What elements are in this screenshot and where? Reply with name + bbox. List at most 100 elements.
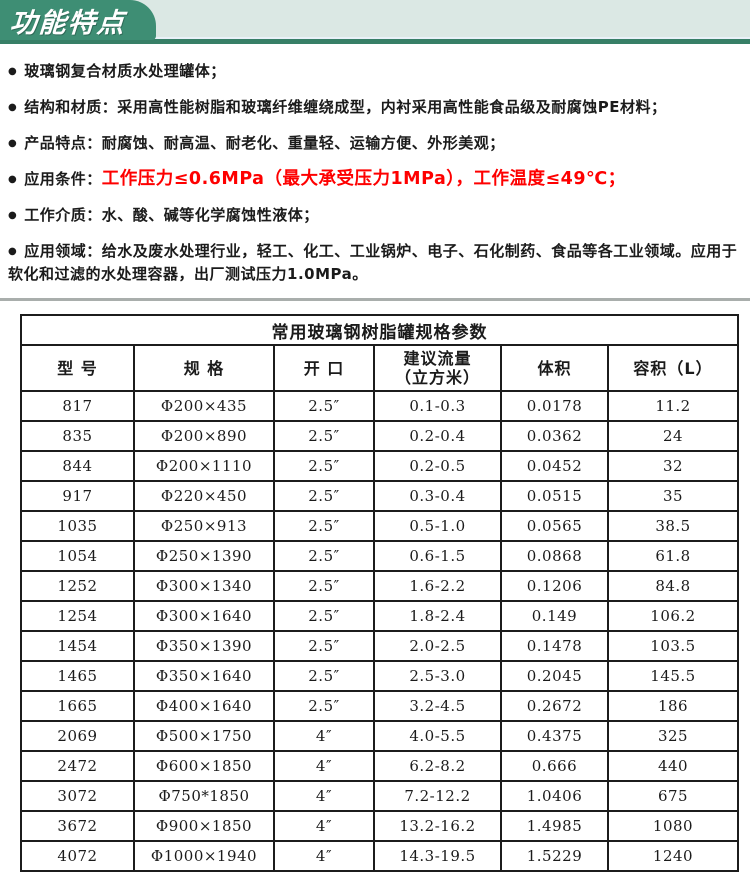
table-title: 常用玻璃钢树脂罐规格参数 bbox=[19, 314, 740, 346]
cell: 0.2-0.4 bbox=[373, 420, 502, 452]
feature-text: 产品特点：耐腐蚀、耐高温、耐老化、重量轻、运输方便、外形美观； bbox=[24, 134, 505, 152]
cell: 0.1-0.3 bbox=[373, 390, 502, 422]
highlight-text: 工作压力≤0.6MPa（最大承受压力1MPa），工作温度≤49℃； bbox=[101, 169, 626, 189]
cell: 24 bbox=[606, 420, 740, 452]
cell: 0.1478 bbox=[500, 630, 609, 662]
cell: 35 bbox=[606, 480, 740, 512]
cell: 14.3-19.5 bbox=[373, 840, 502, 872]
feature-text: 应用领域：给水及废水处理行业，轻工、化工、工业锅炉、电子、石化制药、食品等各工业… bbox=[8, 242, 738, 283]
cell: 4″ bbox=[273, 780, 375, 812]
feature-item: ● 工作介质：水、酸、碱等化学腐蚀性液体； bbox=[8, 205, 740, 228]
cell: Φ350×1640 bbox=[133, 660, 275, 692]
cell: 2069 bbox=[20, 720, 135, 752]
cell: 1254 bbox=[20, 600, 135, 632]
table-row: 1465 Φ350×1640 2.5″ 2.5-3.0 0.2045 145.5 bbox=[20, 660, 740, 692]
cell: 145.5 bbox=[606, 660, 740, 692]
table-row: 3672 Φ900×1850 4″ 13.2-16.2 1.4985 1080 bbox=[20, 810, 740, 842]
feature-text: 应用条件： bbox=[24, 170, 102, 188]
cell: 84.8 bbox=[606, 570, 740, 602]
cell: 1.5229 bbox=[500, 840, 609, 872]
table-row: 844 Φ200×1110 2.5″ 0.2-0.5 0.0452 32 bbox=[20, 450, 740, 482]
section-header: 功能特点 bbox=[0, 0, 750, 44]
table-row: 835 Φ200×890 2.5″ 0.2-0.4 0.0362 24 bbox=[20, 420, 740, 452]
cell: 1240 bbox=[606, 840, 740, 872]
cell: 106.2 bbox=[606, 600, 740, 632]
cell: 835 bbox=[20, 420, 135, 452]
cell: 0.0515 bbox=[500, 480, 609, 512]
cell: 4.0-5.5 bbox=[373, 720, 502, 752]
feature-text: 结构和材质：采用高性能树脂和玻璃纤维缠绕成型，内衬采用高性能食品级及耐腐蚀PE材… bbox=[24, 98, 667, 116]
table-row: 1254 Φ300×1640 2.5″ 1.8-2.4 0.149 106.2 bbox=[20, 600, 740, 632]
cell: 0.3-0.4 bbox=[373, 480, 502, 512]
cell: 4″ bbox=[273, 810, 375, 842]
table-row: 817 Φ200×435 2.5″ 0.1-0.3 0.0178 11.2 bbox=[20, 390, 740, 422]
cell: 1665 bbox=[20, 690, 135, 722]
section-title: 功能特点 bbox=[8, 7, 127, 39]
cell: 1054 bbox=[20, 540, 135, 572]
feature-item: ● 玻璃钢复合材质水处理罐体； bbox=[8, 61, 740, 84]
table-row: 1665 Φ400×1640 2.5″ 3.2-4.5 0.2672 186 bbox=[20, 690, 740, 722]
cell: 2.5″ bbox=[273, 690, 375, 722]
bullet-icon: ● bbox=[8, 102, 18, 113]
cell: 325 bbox=[606, 720, 740, 752]
cell: 0.5-1.0 bbox=[373, 510, 502, 542]
cell: 0.2045 bbox=[500, 660, 609, 692]
bullet-icon: ● bbox=[8, 174, 18, 185]
col-header: 建议流量 （立方米） bbox=[373, 344, 502, 392]
cell: 0.4375 bbox=[500, 720, 609, 752]
cell: Φ250×1390 bbox=[133, 540, 275, 572]
cell: 0.1206 bbox=[500, 570, 609, 602]
cell: 13.2-16.2 bbox=[373, 810, 502, 842]
cell: 1465 bbox=[20, 660, 135, 692]
cell: 675 bbox=[606, 780, 740, 812]
feature-item: ● 产品特点：耐腐蚀、耐高温、耐老化、重量轻、运输方便、外形美观； bbox=[8, 133, 740, 156]
cell: Φ200×890 bbox=[133, 420, 275, 452]
cell: 2.5″ bbox=[273, 510, 375, 542]
cell: 1252 bbox=[20, 570, 135, 602]
bullet-icon: ● bbox=[8, 138, 18, 149]
cell: 4″ bbox=[273, 840, 375, 872]
cell: Φ220×450 bbox=[133, 480, 275, 512]
cell: 2.5″ bbox=[273, 630, 375, 662]
cell: 6.2-8.2 bbox=[373, 750, 502, 782]
col-header: 体积 bbox=[500, 344, 609, 392]
cell: 440 bbox=[606, 750, 740, 782]
cell: 38.5 bbox=[606, 510, 740, 542]
table-body: 817 Φ200×435 2.5″ 0.1-0.3 0.0178 11.2 835 Φ200×… bbox=[20, 390, 740, 872]
cell: 0.6-1.5 bbox=[373, 540, 502, 572]
col-header: 规 格 bbox=[133, 344, 275, 392]
col-header: 容积（L） bbox=[606, 344, 740, 392]
table-row: 2472 Φ600×1850 4″ 6.2-8.2 0.666 440 bbox=[20, 750, 740, 782]
cell: 1.0406 bbox=[500, 780, 609, 812]
cell: Φ200×435 bbox=[133, 390, 275, 422]
table-row: 1454 Φ350×1390 2.5″ 2.0-2.5 0.1478 103.5 bbox=[20, 630, 740, 662]
cell: 2.5″ bbox=[273, 450, 375, 482]
cell: 0.0452 bbox=[500, 450, 609, 482]
cell: Φ250×913 bbox=[133, 510, 275, 542]
cell: 103.5 bbox=[606, 630, 740, 662]
cell: 917 bbox=[20, 480, 135, 512]
bullet-icon: ● bbox=[8, 246, 18, 257]
cell: 2.5″ bbox=[273, 390, 375, 422]
feature-item: ● 应用条件：工作压力≤0.6MPa（最大承受压力1MPa），工作温度≤49℃； bbox=[8, 169, 740, 192]
cell: 0.666 bbox=[500, 750, 609, 782]
cell: 1035 bbox=[20, 510, 135, 542]
cell: 0.0362 bbox=[500, 420, 609, 452]
cell: 186 bbox=[606, 690, 740, 722]
cell: 0.149 bbox=[500, 600, 609, 632]
cell: 2.5″ bbox=[273, 420, 375, 452]
cell: 11.2 bbox=[606, 390, 740, 422]
cell: 1454 bbox=[20, 630, 135, 662]
table-title-row: 常用玻璃钢树脂罐规格参数 bbox=[19, 314, 740, 346]
bullet-icon: ● bbox=[8, 66, 18, 77]
feature-list: ● 玻璃钢复合材质水处理罐体； ● 结构和材质：采用高性能树脂和玻璃纤维缠绕成型，内衬… bbox=[0, 44, 750, 285]
cell: 2.5″ bbox=[273, 480, 375, 512]
table-row: 3072 Φ750*1850 4″ 7.2-12.2 1.0406 675 bbox=[20, 780, 740, 812]
table-row: 1252 Φ300×1340 2.5″ 1.6-2.2 0.1206 84.8 bbox=[20, 570, 740, 602]
cell: 0.0868 bbox=[500, 540, 609, 572]
cell: Φ750*1850 bbox=[133, 780, 275, 812]
cell: 4″ bbox=[273, 750, 375, 782]
section-divider bbox=[0, 298, 750, 301]
cell: Φ900×1850 bbox=[133, 810, 275, 842]
cell: 2.5″ bbox=[273, 600, 375, 632]
